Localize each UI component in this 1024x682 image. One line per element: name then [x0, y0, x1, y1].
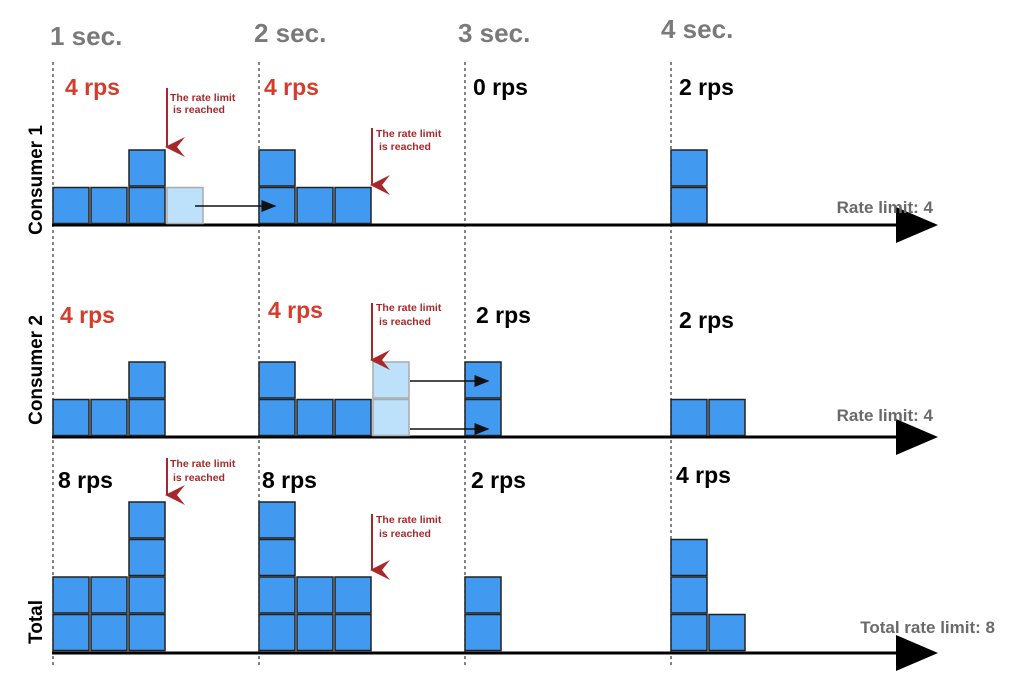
- request-box: [296, 398, 334, 437]
- row-label-total: Total: [26, 600, 47, 644]
- request-box: [128, 149, 166, 187]
- request-box: [52, 398, 90, 437]
- rate-limit-label-consumer-1: Rate limit: 4: [837, 198, 934, 217]
- note-total-1: The rate limit is reached: [170, 458, 236, 484]
- rps-c1-4: 2 rps: [679, 74, 734, 100]
- request-box: [258, 538, 296, 577]
- note-c2-2: The rate limit is reached: [376, 302, 442, 328]
- request-box: [90, 186, 128, 225]
- request-box: [128, 538, 166, 577]
- deferred-request-box: [372, 398, 410, 437]
- column-header-2: 2 sec.: [254, 18, 326, 48]
- request-box: [334, 613, 372, 652]
- request-box: [670, 576, 708, 614]
- svg-text:is reached: is reached: [173, 472, 225, 484]
- rps-c1-1: 4 rps: [65, 74, 120, 100]
- request-box: [128, 398, 166, 437]
- request-box: [670, 613, 708, 652]
- request-box: [52, 576, 90, 614]
- svg-text:is reached: is reached: [173, 104, 225, 116]
- request-box: [258, 361, 296, 399]
- request-box: [296, 186, 334, 225]
- request-box: [128, 613, 166, 652]
- request-box: [708, 613, 746, 652]
- request-box: [128, 186, 166, 225]
- column-header-3: 3 sec.: [458, 18, 530, 48]
- request-box: [90, 576, 128, 614]
- svg-text:The rate limit: The rate limit: [170, 92, 236, 104]
- request-box: [52, 186, 90, 225]
- request-box: [670, 149, 708, 187]
- request-box: [258, 576, 296, 614]
- request-box: [670, 398, 708, 437]
- rps-c1-2: 4 rps: [264, 74, 319, 100]
- svg-text:is reached: is reached: [379, 316, 431, 328]
- request-box: [296, 576, 334, 614]
- request-box: [334, 398, 372, 437]
- rps-c2-3: 2 rps: [476, 302, 531, 328]
- request-box: [258, 613, 296, 652]
- request-box: [128, 361, 166, 399]
- request-box: [334, 186, 372, 225]
- rate-limit-label-total: Total rate limit: 8: [860, 618, 995, 637]
- svg-text:is reached: is reached: [379, 528, 431, 540]
- request-box: [258, 149, 296, 187]
- request-box: [670, 186, 708, 225]
- column-header-4: 4 sec.: [661, 14, 733, 44]
- row-label-consumer-2: Consumer 2: [26, 315, 47, 425]
- request-box: [128, 501, 166, 539]
- request-box: [464, 576, 502, 614]
- request-box: [90, 613, 128, 652]
- deferred-request-box: [372, 361, 410, 399]
- rps-c2-2: 4 rps: [268, 297, 323, 323]
- note-total-2: The rate limit is reached: [376, 514, 442, 540]
- rate-limit-label-consumer-2: Rate limit: 4: [837, 406, 934, 425]
- request-box: [670, 538, 708, 577]
- request-box: [128, 576, 166, 614]
- rps-total-4: 4 rps: [676, 462, 731, 488]
- request-box: [464, 361, 502, 399]
- column-header-1: 1 sec.: [50, 21, 122, 51]
- rps-total-2: 8 rps: [262, 467, 317, 493]
- request-box: [334, 576, 372, 614]
- rps-c1-3: 0 rps: [473, 74, 528, 100]
- request-box: [464, 398, 502, 437]
- request-box: [90, 398, 128, 437]
- request-box: [296, 613, 334, 652]
- request-box: [258, 501, 296, 539]
- rps-c2-4: 2 rps: [679, 307, 734, 333]
- request-box: [52, 613, 90, 652]
- request-box: [708, 398, 746, 437]
- request-box: [258, 398, 296, 437]
- rps-total-1: 8 rps: [58, 467, 113, 493]
- rps-total-3: 2 rps: [471, 467, 526, 493]
- rps-c2-1: 4 rps: [60, 302, 115, 328]
- request-box: [464, 613, 502, 652]
- svg-text:The rate limit: The rate limit: [376, 128, 442, 140]
- svg-text:The rate limit: The rate limit: [170, 458, 236, 470]
- row-label-consumer-1: Consumer 1: [26, 125, 47, 235]
- svg-text:is reached: is reached: [379, 141, 431, 153]
- svg-text:The rate limit: The rate limit: [376, 514, 442, 526]
- svg-text:The rate limit: The rate limit: [376, 302, 442, 314]
